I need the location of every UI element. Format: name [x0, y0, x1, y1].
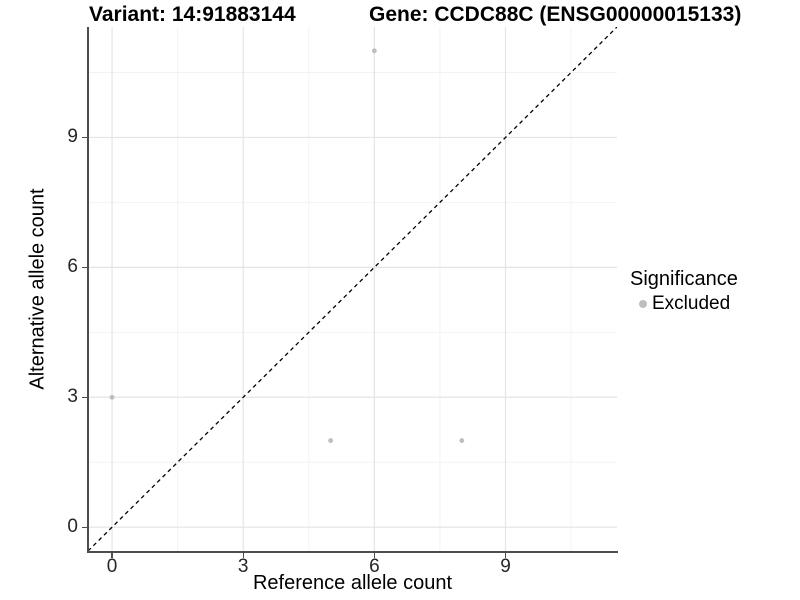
data-point	[371, 48, 377, 54]
data-point	[328, 438, 334, 443]
legend-item-label: Excluded	[652, 293, 731, 314]
plot-canvas	[88, 27, 617, 551]
y-axis-title: Alternative allele count	[26, 188, 49, 390]
x-tick-mark	[504, 552, 507, 558]
plot-title-variant: Variant: 14:91883144	[89, 3, 296, 26]
data-point	[109, 394, 115, 400]
y-tick-label: 6	[67, 256, 78, 278]
x-tick-mark	[111, 552, 113, 558]
y-tick-label: 3	[67, 386, 78, 408]
excluded-point-icon	[639, 300, 647, 308]
y-tick-label: 0	[67, 516, 78, 538]
legend: Significance Excluded	[630, 268, 738, 315]
x-tick-mark	[242, 552, 244, 558]
x-tick-label: 6	[369, 556, 380, 577]
y-tick-mark	[82, 396, 87, 398]
plot-panel	[88, 27, 617, 551]
identity-line	[88, 27, 617, 551]
y-tick-mark	[82, 266, 87, 268]
x-tick-label: 3	[237, 556, 249, 577]
data-point	[459, 438, 465, 443]
plot-title-gene: Gene: CCDC88C (ENSG00000015133)	[369, 3, 742, 26]
y-tick-mark	[82, 526, 87, 528]
x-tick-label: 0	[106, 556, 118, 577]
y-tick-label: 9	[67, 126, 78, 148]
y-tick-mark	[82, 136, 87, 139]
y-axis-line	[87, 27, 89, 553]
x-tick-label: 9	[500, 556, 511, 577]
legend-title: Significance	[630, 268, 738, 290]
x-tick-mark	[373, 552, 375, 558]
legend-item-excluded: Excluded	[630, 293, 738, 315]
x-axis-line	[87, 551, 618, 553]
x-axis-title: Reference allele count	[252, 572, 452, 594]
